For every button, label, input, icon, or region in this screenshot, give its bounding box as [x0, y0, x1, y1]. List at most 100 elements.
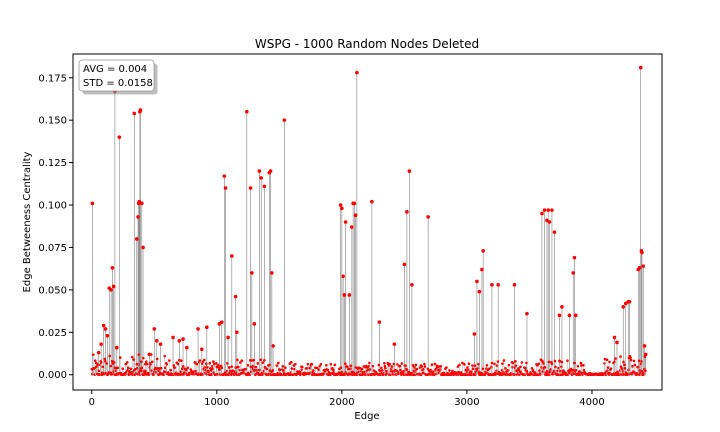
plot-area-frame: [72, 53, 663, 391]
data-point: [101, 323, 106, 328]
baseline-point: [640, 369, 644, 373]
baseline-point: [525, 369, 529, 373]
baseline-point: [398, 364, 402, 368]
baseline-point: [448, 369, 451, 372]
baseline-point: [326, 368, 330, 372]
baseline-point: [433, 362, 437, 366]
chart-title: WSPG - 1000 Random Nodes Deleted: [255, 37, 479, 51]
baseline-point: [418, 366, 422, 369]
baseline-point: [141, 356, 145, 360]
data-point: [139, 201, 144, 206]
baseline-point: [637, 365, 640, 369]
data-point: [270, 271, 274, 275]
data-point: [641, 264, 646, 268]
baseline-point: [471, 367, 475, 371]
baseline-point: [383, 361, 386, 365]
baseline-point: [606, 366, 610, 369]
baseline-point: [217, 363, 220, 367]
baseline-point: [606, 369, 609, 372]
data-point: [338, 203, 343, 207]
data-point: [410, 282, 414, 287]
baseline-point: [538, 369, 541, 372]
stats-box-background: [78, 59, 155, 92]
baseline-point: [355, 373, 359, 376]
baseline-point: [294, 362, 297, 366]
baseline-point: [473, 364, 477, 367]
baseline-point: [566, 359, 569, 362]
avg-text: AVG = 0.004: [83, 64, 147, 75]
baseline-point: [430, 363, 434, 367]
baseline-point: [582, 363, 585, 367]
baseline-point: [255, 368, 259, 372]
baseline-point: [423, 362, 426, 366]
baseline-point: [547, 360, 551, 364]
data-point: [573, 313, 578, 318]
baseline-point: [377, 363, 381, 367]
baseline-point: [534, 371, 537, 375]
baseline-point: [332, 371, 336, 374]
baseline-point: [212, 360, 215, 363]
data-point: [352, 201, 357, 206]
x-tick-label: 2000: [329, 397, 354, 408]
data-point: [114, 345, 119, 350]
baseline-point: [422, 367, 425, 371]
baseline-point: [609, 367, 613, 370]
data-point: [196, 327, 200, 331]
baseline-point: [385, 369, 388, 373]
x-tick-label: 3000: [454, 397, 479, 408]
baseline-point: [396, 370, 400, 374]
baseline-point: [579, 361, 583, 365]
baseline-point: [213, 362, 216, 366]
baseline-point: [560, 365, 563, 368]
baseline-point: [619, 365, 623, 368]
data-point: [342, 293, 347, 297]
data-point: [110, 266, 115, 270]
baseline-point: [157, 369, 161, 373]
data-point: [105, 333, 110, 338]
data-point: [136, 215, 140, 219]
baseline-point: [159, 366, 163, 370]
baseline-point: [173, 366, 177, 369]
baseline-point: [507, 363, 511, 367]
data-point: [158, 342, 163, 346]
baseline-point: [639, 362, 643, 366]
baseline-point: [316, 366, 319, 370]
data-point: [550, 208, 554, 212]
data-point: [547, 220, 552, 224]
baseline-point: [621, 370, 625, 373]
baseline-point: [631, 364, 634, 368]
data-point: [184, 345, 189, 350]
baseline-point: [637, 359, 641, 363]
baseline-point: [116, 366, 120, 370]
data-point: [546, 208, 551, 212]
baseline-point: [354, 366, 358, 369]
baseline-point: [317, 368, 321, 371]
baseline-point: [344, 362, 347, 365]
baseline-point: [467, 362, 471, 366]
data-point: [350, 225, 354, 229]
baseline-point: [519, 365, 522, 369]
data-point: [252, 322, 257, 326]
baseline-point: [300, 368, 304, 371]
baseline-point: [301, 365, 304, 369]
baseline-point: [293, 367, 296, 371]
baseline-point: [439, 365, 443, 368]
data-point: [205, 325, 209, 330]
baseline-point: [308, 366, 312, 370]
y-axis-label: Edge Betweeness Centrality: [22, 151, 33, 292]
data-point: [200, 347, 204, 352]
baseline-point: [110, 359, 114, 363]
baseline-point: [325, 363, 328, 367]
data-point: [426, 215, 430, 219]
baseline-point: [256, 362, 260, 365]
baseline-point: [220, 366, 224, 370]
data-point: [490, 282, 494, 287]
baseline-point: [319, 362, 323, 366]
data-point: [612, 335, 617, 340]
baseline-point: [329, 362, 333, 366]
baseline-point: [399, 368, 402, 372]
data-point: [138, 108, 143, 112]
baseline-point: [203, 358, 206, 362]
baseline-point: [466, 366, 469, 369]
baseline-point: [194, 361, 197, 364]
